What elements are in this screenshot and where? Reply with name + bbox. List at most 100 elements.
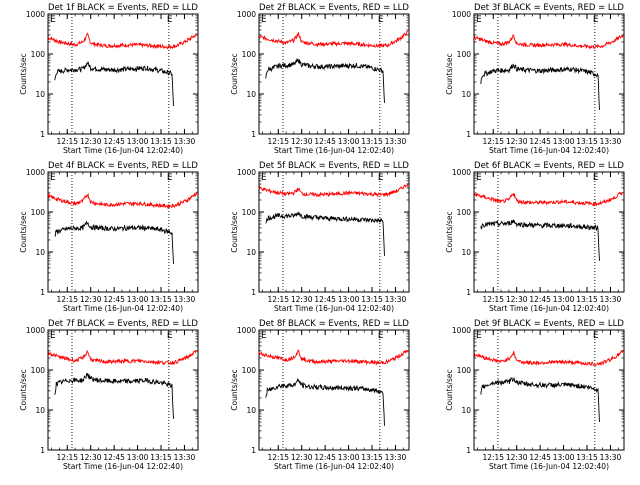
x-tick-label: 13:00: [127, 295, 149, 304]
y-axis-label: Counts/sec: [19, 211, 28, 252]
x-tick-label: 12:45: [103, 453, 125, 462]
x-tick-label: 13:00: [338, 295, 360, 304]
y-tick-label: 1: [40, 130, 45, 139]
event-marker-start: E: [261, 173, 267, 183]
x-tick-label: 13:15: [150, 137, 172, 146]
x-tick-label: 12:30: [291, 295, 313, 304]
x-tick-label: 13:30: [174, 453, 196, 462]
x-tick-label: 13:00: [553, 295, 575, 304]
y-axis-label: Counts/sec: [230, 369, 239, 410]
x-tick-label: 12:30: [291, 453, 313, 462]
series-red-line: [473, 33, 624, 50]
plot-frame: [258, 13, 410, 135]
x-tick-label: 12:15: [56, 137, 78, 146]
event-marker-end: E: [378, 331, 384, 341]
y-tick-label: 10: [246, 248, 256, 257]
y-tick-label: 1: [251, 446, 256, 455]
y-axis-label: Counts/sec: [445, 369, 454, 410]
x-tick-label: 13:15: [361, 295, 383, 304]
x-tick-label: 12:45: [314, 453, 336, 462]
y-tick-label: 100: [31, 208, 46, 217]
series-black-line: [265, 57, 385, 103]
plot-frame: [258, 171, 410, 293]
x-tick-label: 13:30: [600, 295, 622, 304]
series-red-line: [473, 191, 624, 207]
y-axis-label: Counts/sec: [445, 53, 454, 94]
y-tick-label: 1000: [26, 10, 45, 19]
series-red-line: [473, 349, 624, 367]
y-tick-label: 100: [31, 50, 46, 59]
y-tick-label: 10: [461, 406, 471, 415]
panel-title: Det 8f BLACK = Events, RED = LLD: [259, 319, 409, 329]
event-marker-start: E: [261, 331, 267, 341]
x-tick-label: 13:15: [361, 453, 383, 462]
event-marker-start: E: [50, 173, 56, 183]
y-tick-label: 1: [40, 446, 45, 455]
x-tick-label: 12:15: [56, 453, 78, 462]
event-marker-start: E: [476, 173, 482, 183]
x-axis-label: Start Time (16-Jun-04 12:02:40): [489, 462, 609, 471]
y-tick-label: 1000: [26, 168, 45, 177]
y-tick-label: 10: [35, 406, 45, 415]
event-marker-end: E: [378, 173, 384, 183]
y-tick-label: 10: [35, 248, 45, 257]
event-marker-end: E: [167, 15, 173, 25]
x-tick-label: 12:45: [529, 453, 551, 462]
series-red-line: [48, 32, 198, 50]
x-tick-label: 12:15: [267, 137, 289, 146]
event-marker-start: E: [476, 331, 482, 341]
y-tick-label: 1000: [237, 10, 256, 19]
plot-frame: [473, 171, 625, 293]
x-tick-label: 12:30: [291, 137, 313, 146]
y-tick-label: 1: [251, 288, 256, 297]
x-tick-label: 13:00: [127, 453, 149, 462]
x-tick-label: 12:30: [80, 295, 102, 304]
panel-title: Det 7f BLACK = Events, RED = LLD: [48, 319, 198, 329]
x-tick-label: 13:00: [338, 137, 360, 146]
panel-title: Det 1f BLACK = Events, RED = LLD: [48, 3, 198, 13]
x-tick-label: 12:30: [80, 453, 102, 462]
x-tick-label: 12:15: [267, 295, 289, 304]
y-tick-label: 1000: [237, 326, 256, 335]
event-marker-end: E: [378, 15, 384, 25]
y-tick-label: 1000: [26, 326, 45, 335]
y-tick-label: 1000: [452, 10, 471, 19]
x-tick-label: 12:45: [103, 295, 125, 304]
plot-frame: [473, 329, 625, 451]
x-tick-label: 13:30: [385, 453, 407, 462]
series-black-line: [480, 63, 600, 110]
x-tick-label: 13:15: [576, 453, 598, 462]
series-black-line: [54, 372, 174, 419]
x-tick-label: 12:15: [482, 453, 504, 462]
x-axis-label: Start Time (16-Jun-04 12:02:40): [63, 304, 183, 313]
y-tick-label: 10: [246, 90, 256, 99]
y-tick-label: 100: [242, 208, 257, 217]
panel-title: Det 6f BLACK = Events, RED = LLD: [474, 161, 624, 171]
panel-9: Det 9f BLACK = Events, RED = LLD 1 10 100 10…: [445, 319, 625, 471]
y-tick-label: 1000: [452, 326, 471, 335]
x-tick-label: 13:00: [338, 453, 360, 462]
panel-title: Det 4f BLACK = Events, RED = LLD: [48, 161, 198, 171]
series-black-line: [54, 220, 174, 265]
x-tick-label: 13:15: [576, 295, 598, 304]
series-black-line: [265, 377, 385, 426]
series-black-line: [265, 211, 385, 256]
y-tick-label: 100: [242, 366, 257, 375]
x-tick-label: 12:15: [482, 137, 504, 146]
y-axis-label: Counts/sec: [445, 211, 454, 252]
y-tick-label: 100: [31, 366, 46, 375]
panel-8: Det 8f BLACK = Events, RED = LLD 1 10 100 10…: [230, 319, 410, 471]
x-tick-label: 13:15: [576, 137, 598, 146]
panel-6: Det 6f BLACK = Events, RED = LLD 1 10 100 10…: [445, 161, 625, 313]
x-tick-label: 12:30: [506, 453, 528, 462]
event-marker-end: E: [167, 331, 173, 341]
plot-frame: [473, 13, 625, 135]
y-axis-label: Counts/sec: [230, 211, 239, 252]
x-tick-label: 13:30: [600, 453, 622, 462]
x-axis-label: Start Time (16-Jun-04 12:02:40): [274, 146, 394, 155]
x-tick-label: 12:15: [56, 295, 78, 304]
x-axis-label: Start Time (16-Jun-04 12:02:40): [489, 304, 609, 313]
panel-2: Det 2f BLACK = Events, RED = LLD 1 10 100 10…: [230, 3, 410, 155]
